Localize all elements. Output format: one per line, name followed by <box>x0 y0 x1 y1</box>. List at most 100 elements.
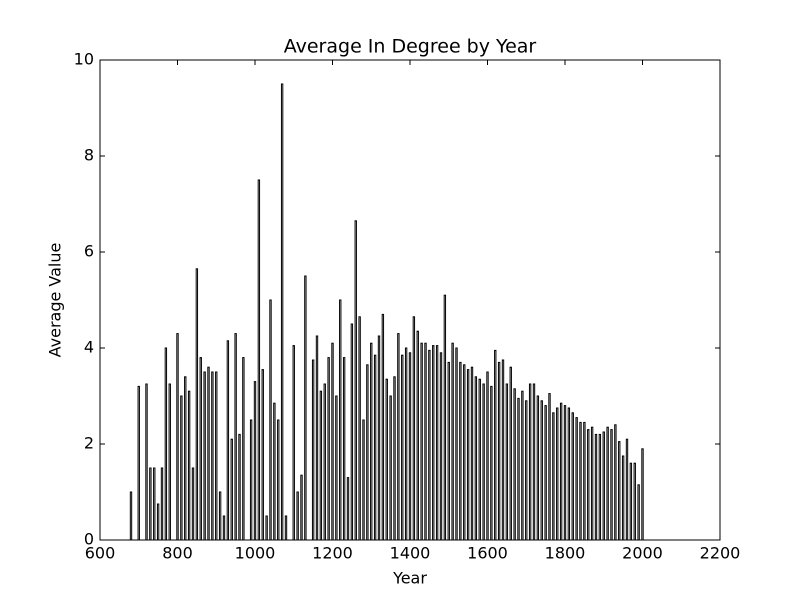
bar <box>342 357 346 541</box>
y-tick-label: 10 <box>74 50 94 69</box>
bar <box>315 335 319 541</box>
bar <box>432 345 435 541</box>
bar <box>536 395 540 541</box>
bar <box>277 419 280 541</box>
bar <box>354 220 357 541</box>
x-tick-label: 1200 <box>312 544 353 563</box>
bar <box>153 467 156 541</box>
bar <box>230 438 233 541</box>
bar <box>532 383 536 541</box>
bar <box>439 352 443 541</box>
bar <box>397 333 400 541</box>
bar <box>571 412 574 541</box>
bar <box>168 383 171 541</box>
bar <box>463 364 466 541</box>
x-tick-label: 1400 <box>390 544 431 563</box>
bar <box>625 438 629 541</box>
chart-title: Average In Degree by Year <box>284 36 537 58</box>
bar <box>265 515 268 541</box>
bar <box>381 313 385 541</box>
bar <box>528 383 532 541</box>
bar <box>490 385 493 541</box>
bar <box>389 395 392 541</box>
bar <box>203 371 206 541</box>
bar <box>304 275 307 541</box>
bar <box>323 383 326 541</box>
bar <box>335 395 338 541</box>
bar <box>486 371 489 541</box>
bar <box>311 359 315 541</box>
bar <box>428 349 431 541</box>
bar <box>614 424 617 541</box>
bar <box>579 421 582 541</box>
bar <box>466 369 470 541</box>
bar <box>187 390 191 541</box>
bar <box>176 333 179 541</box>
bar <box>455 347 458 541</box>
bar <box>215 371 218 541</box>
bar <box>443 294 447 541</box>
bar <box>451 342 454 541</box>
x-tick-label: 800 <box>162 544 193 563</box>
bar <box>373 354 377 541</box>
bar <box>610 429 613 541</box>
bar <box>494 349 497 541</box>
bar <box>222 515 226 541</box>
bar <box>145 383 148 541</box>
bar <box>435 345 439 541</box>
x-tick-label: 2000 <box>622 544 663 563</box>
bar <box>370 342 373 541</box>
y-tick-label: 4 <box>84 338 94 357</box>
bar <box>300 474 303 541</box>
bar <box>548 393 551 541</box>
bar <box>261 369 264 541</box>
bar <box>602 431 605 541</box>
bar <box>525 400 528 541</box>
bar <box>180 395 183 541</box>
bar <box>509 366 512 541</box>
bar <box>319 390 323 541</box>
bar <box>331 342 334 541</box>
bar <box>497 361 501 541</box>
bar <box>207 366 210 541</box>
bar <box>618 441 621 541</box>
bar <box>424 342 427 541</box>
x-tick-label: 1800 <box>545 544 586 563</box>
bar <box>641 448 644 541</box>
bar <box>501 359 505 541</box>
bar <box>137 385 140 541</box>
bar <box>408 352 412 541</box>
y-axis-label: Average Value <box>46 243 65 358</box>
bar <box>156 503 160 541</box>
bar <box>160 467 164 541</box>
bar <box>482 383 485 541</box>
bar <box>587 429 590 541</box>
bar <box>552 412 555 541</box>
bar <box>327 357 330 541</box>
bar <box>517 397 520 541</box>
bar <box>540 400 543 541</box>
bar <box>401 354 404 541</box>
bar <box>598 433 602 541</box>
bar <box>350 323 354 541</box>
y-tick-label: 8 <box>84 146 94 165</box>
bar <box>478 378 481 541</box>
bar <box>583 421 586 541</box>
bar <box>366 364 369 541</box>
bar <box>637 484 640 541</box>
bar <box>253 381 257 541</box>
bar <box>459 361 462 541</box>
bar <box>284 515 288 541</box>
bar <box>513 388 516 541</box>
bar <box>292 345 295 541</box>
y-tick-label: 2 <box>84 434 94 453</box>
bar <box>242 357 245 541</box>
bar <box>505 383 509 541</box>
bar <box>420 342 423 541</box>
bar <box>234 333 237 541</box>
bar <box>474 376 478 541</box>
bar <box>358 316 361 541</box>
bar <box>164 347 168 541</box>
bar <box>362 419 365 541</box>
